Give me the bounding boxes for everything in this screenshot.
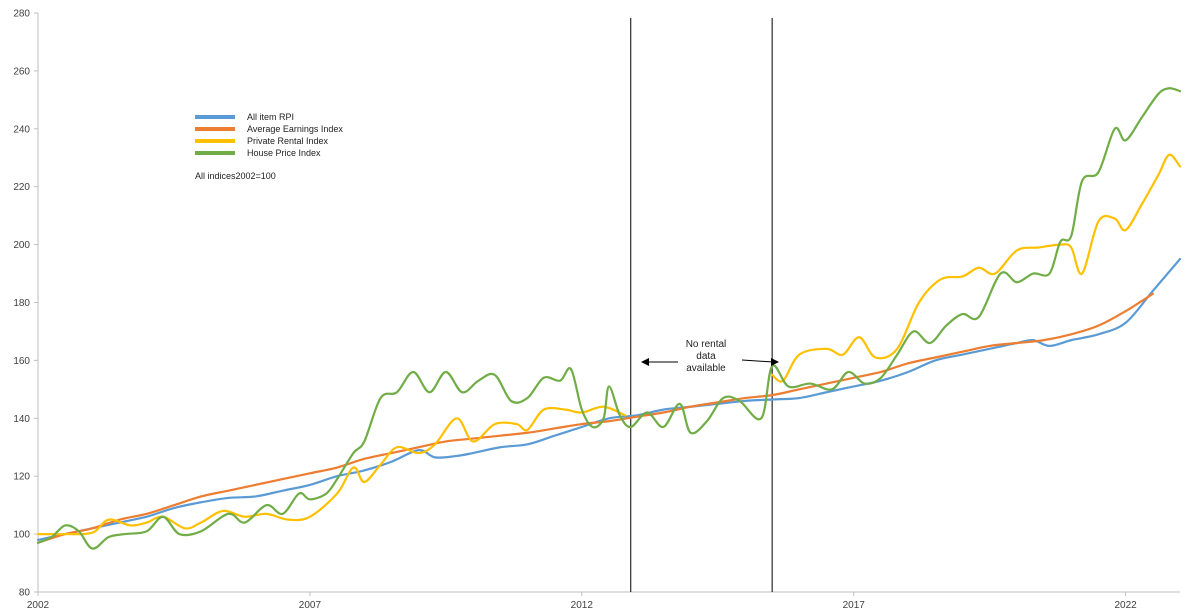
legend-label-private-rental-index: Private Rental Index	[247, 136, 329, 146]
y-tick-label: 220	[13, 182, 30, 193]
y-tick-label: 100	[13, 530, 30, 541]
y-tick-label: 80	[19, 588, 31, 599]
annotation-line: available	[686, 363, 726, 374]
arrow-right-head	[771, 358, 779, 366]
annotation-line: No rental	[686, 339, 727, 350]
y-tick-label: 260	[13, 66, 30, 77]
x-tick-label: 2012	[571, 600, 594, 611]
x-tick-label: 2002	[27, 600, 50, 611]
y-tick-label: 140	[13, 414, 30, 425]
arrow-right-shaft	[741, 359, 774, 363]
axes: 80 100 120 140 160 180 200 220 240 260 280 2002 2007…	[13, 9, 1180, 611]
gap-markers	[630, 18, 773, 592]
series-line-private-rental-index	[36, 405, 627, 536]
x-tick-label: 2007	[299, 600, 322, 611]
legend-label-average-earnings-index: Average Earnings Index	[247, 124, 343, 134]
legend-note: All indices2002=100	[195, 171, 276, 181]
series-line-house-price-index	[36, 87, 1182, 550]
series-line-private-rental-index	[771, 153, 1182, 383]
legend-label-house-price-index: House Price Index	[247, 148, 321, 158]
y-tick-label: 120	[13, 472, 30, 483]
series-layer	[36, 87, 1182, 550]
y-tick-label: 180	[13, 298, 30, 309]
y-tick-label: 160	[13, 356, 30, 367]
y-tick-label: 240	[13, 124, 30, 135]
y-tick-label: 200	[13, 240, 30, 251]
series-line-average-earnings-index	[36, 292, 1154, 544]
annotation-line: data	[696, 351, 716, 362]
y-tick-label: 280	[13, 9, 30, 20]
arrow-left-head	[641, 358, 649, 366]
x-tick-label: 2022	[1114, 600, 1137, 611]
x-tick-label: 2017	[843, 600, 866, 611]
legend-label-all-item-rpi: All item RPI	[247, 112, 294, 122]
legend: All item RPI Average Earnings Index Privat…	[195, 112, 343, 181]
